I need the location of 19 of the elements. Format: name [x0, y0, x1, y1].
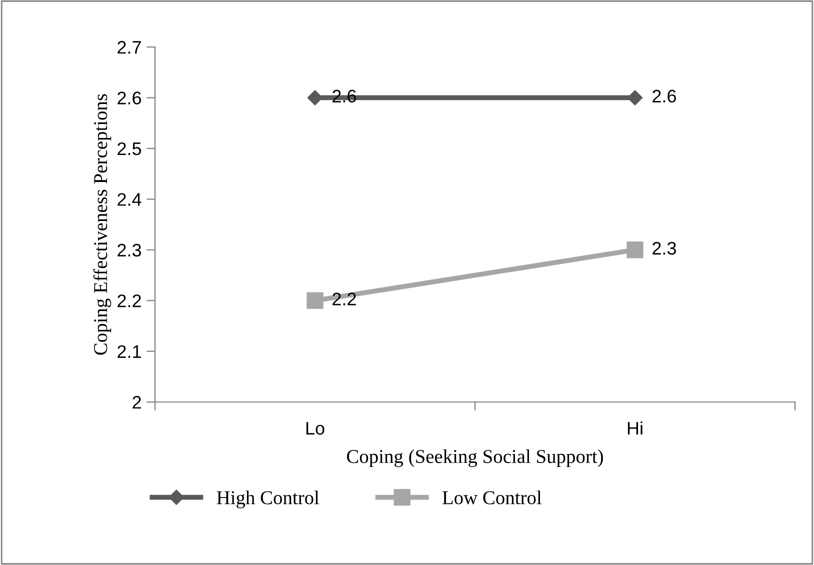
y-tick-label: 2 [132, 396, 141, 409]
x-tick-label: Hi [628, 421, 642, 435]
legend-label: High Control [216, 490, 320, 508]
y-tick-label: 2.3 [118, 244, 142, 257]
y-tick-label: 2.6 [118, 92, 142, 104]
data-label: 2.3 [652, 242, 676, 255]
x-axis-title: Coping (Seeking Social Support) [346, 449, 603, 468]
y-tick-label: 2.1 [118, 345, 141, 358]
point [626, 242, 644, 258]
legend-label: Low Control [442, 490, 542, 504]
data-label: 2.2 [332, 292, 356, 306]
y-tick-label: 2.7 [118, 40, 141, 54]
y-axis-title: Coping Effectiveness Perceptions [93, 94, 112, 355]
y-tick-label: 2.2 [118, 294, 141, 308]
y-tick-label: 2.5 [118, 142, 142, 156]
x-tick-label: Lo [306, 422, 324, 435]
y-tick-label: 2.4 [118, 193, 142, 206]
data-label: 2.6 [652, 90, 676, 103]
point [306, 292, 324, 309]
